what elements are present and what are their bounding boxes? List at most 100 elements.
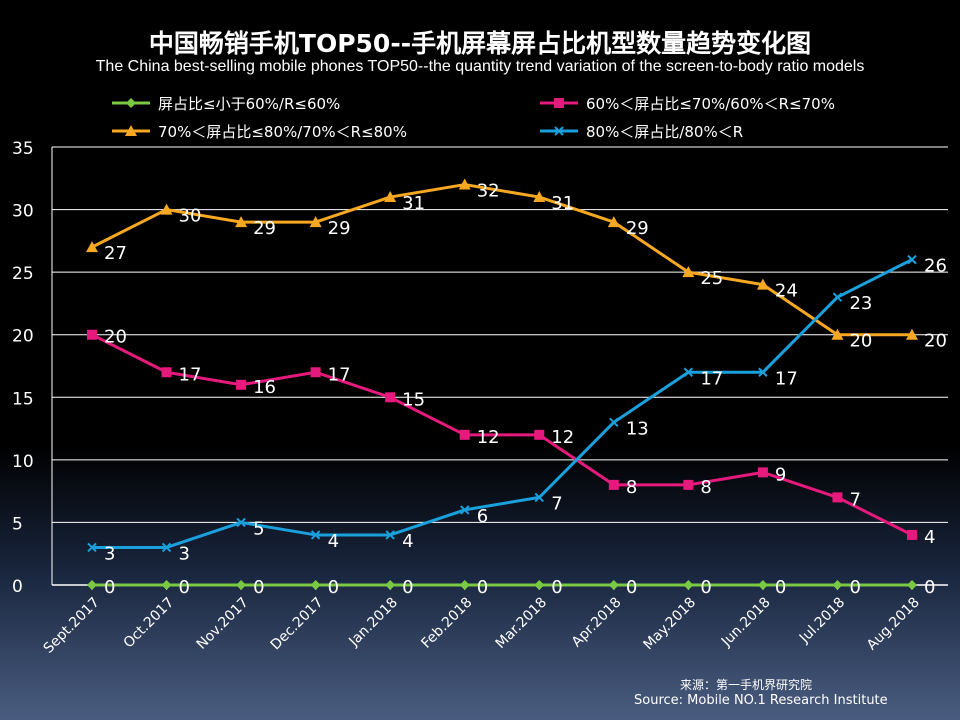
data-label: 20 — [849, 331, 872, 352]
data-label: 13 — [626, 418, 649, 439]
legend-label: 70%＜屏占比≤80%/70%＜R≤80% — [158, 123, 407, 141]
data-label: 4 — [402, 531, 413, 552]
data-point-marker — [87, 580, 97, 590]
data-point-marker — [832, 580, 843, 590]
data-label: 17 — [328, 364, 351, 385]
data-label: 0 — [477, 577, 488, 598]
data-label: 29 — [328, 218, 351, 239]
data-label: 17 — [775, 368, 798, 389]
data-label: 23 — [849, 293, 872, 314]
series-line — [91, 183, 912, 337]
data-label: 16 — [253, 377, 276, 398]
data-label: 0 — [253, 577, 264, 598]
data-point-marker — [385, 580, 396, 590]
data-label: 3 — [179, 543, 190, 564]
x-tick-label: Feb.2018 — [418, 595, 475, 652]
data-point-marker — [384, 191, 397, 203]
data-label: 0 — [924, 577, 935, 598]
data-label: 0 — [775, 577, 786, 598]
data-label: 5 — [253, 518, 264, 539]
data-point-marker — [125, 125, 137, 136]
x-tick-label: Jan.2018 — [345, 595, 401, 651]
data-label: 30 — [179, 206, 202, 227]
data-label: 12 — [477, 427, 500, 448]
legend-label: 80%＜屏占比/80%＜R — [586, 123, 743, 141]
data-point-marker — [161, 580, 172, 590]
data-label: 0 — [328, 577, 339, 598]
source-en: Source: Mobile NO.1 Research Institute — [634, 693, 888, 708]
y-tick-label: 35 — [12, 139, 34, 159]
data-point-marker — [757, 467, 768, 478]
x-tick-label: Nov.2017 — [194, 595, 252, 653]
data-point-marker — [554, 126, 564, 136]
data-label: 17 — [179, 364, 202, 385]
data-label: 3 — [104, 543, 115, 564]
data-label: 25 — [700, 268, 723, 289]
data-label: 31 — [551, 193, 574, 214]
data-point-marker — [534, 492, 544, 503]
data-label: 27 — [104, 243, 127, 264]
chart-title: 中国畅销手机TOP50--手机屏幕屏占比机型数量趋势变化图 — [148, 29, 812, 58]
x-tick-label: May.2018 — [640, 595, 699, 654]
data-label: 0 — [700, 577, 711, 598]
data-point-marker — [161, 367, 172, 378]
data-label: 0 — [626, 577, 637, 598]
y-tick-label: 30 — [12, 202, 34, 222]
data-point-marker — [554, 98, 564, 108]
data-point-marker — [906, 328, 918, 340]
data-label: 15 — [402, 389, 425, 410]
y-tick-label: 5 — [12, 514, 23, 534]
data-point-marker — [236, 517, 246, 528]
data-point-marker — [310, 530, 321, 540]
data-label: 31 — [402, 193, 425, 214]
data-point-marker — [310, 580, 321, 590]
data-point-marker — [682, 266, 695, 278]
series-line — [92, 258, 913, 549]
data-point-marker — [683, 479, 694, 490]
data-label: 0 — [179, 577, 190, 598]
data-point-marker — [832, 492, 843, 503]
data-point-marker — [607, 216, 620, 228]
source-cn: 来源：第一手机界研究院 — [680, 678, 813, 692]
data-label: 20 — [924, 331, 947, 352]
data-label: 26 — [924, 256, 947, 277]
data-point-marker — [236, 379, 247, 390]
data-label: 6 — [477, 506, 488, 527]
data-label: 4 — [328, 531, 339, 552]
data-point-marker — [609, 417, 619, 428]
data-label: 8 — [626, 477, 637, 498]
x-tick-label: Sept.2017 — [41, 595, 103, 657]
data-label: 24 — [775, 281, 798, 302]
x-tick-label: Apr.2018 — [569, 595, 625, 651]
data-point-marker — [831, 328, 844, 340]
data-label: 0 — [849, 577, 860, 598]
data-point-marker — [236, 580, 247, 590]
data-point-marker — [459, 580, 470, 590]
data-point-marker — [608, 580, 619, 590]
data-label: 17 — [700, 368, 723, 389]
data-label: 0 — [402, 577, 413, 598]
data-point-marker — [385, 530, 395, 540]
data-label: 0 — [104, 577, 115, 598]
x-tick-label: Oct.2017 — [121, 595, 178, 652]
data-point-marker — [683, 367, 694, 377]
data-point-marker — [385, 392, 396, 403]
chart-subtitle: The China best-selling mobile phones TOP… — [95, 58, 865, 75]
data-point-marker — [608, 479, 619, 490]
data-point-marker — [126, 98, 136, 108]
data-point-marker — [756, 278, 769, 290]
data-point-marker — [683, 580, 694, 590]
data-label: 0 — [551, 577, 562, 598]
y-tick-label: 10 — [12, 452, 34, 472]
data-point-marker — [533, 191, 546, 203]
data-point-marker — [907, 529, 917, 540]
data-point-marker — [758, 367, 768, 377]
data-label: 4 — [924, 527, 935, 548]
data-label: 29 — [253, 218, 276, 239]
data-point-marker — [757, 580, 768, 590]
data-point-marker — [160, 203, 173, 215]
data-label: 9 — [775, 464, 786, 485]
data-label: 12 — [551, 427, 574, 448]
data-point-marker — [310, 367, 321, 378]
data-point-marker — [87, 542, 97, 553]
